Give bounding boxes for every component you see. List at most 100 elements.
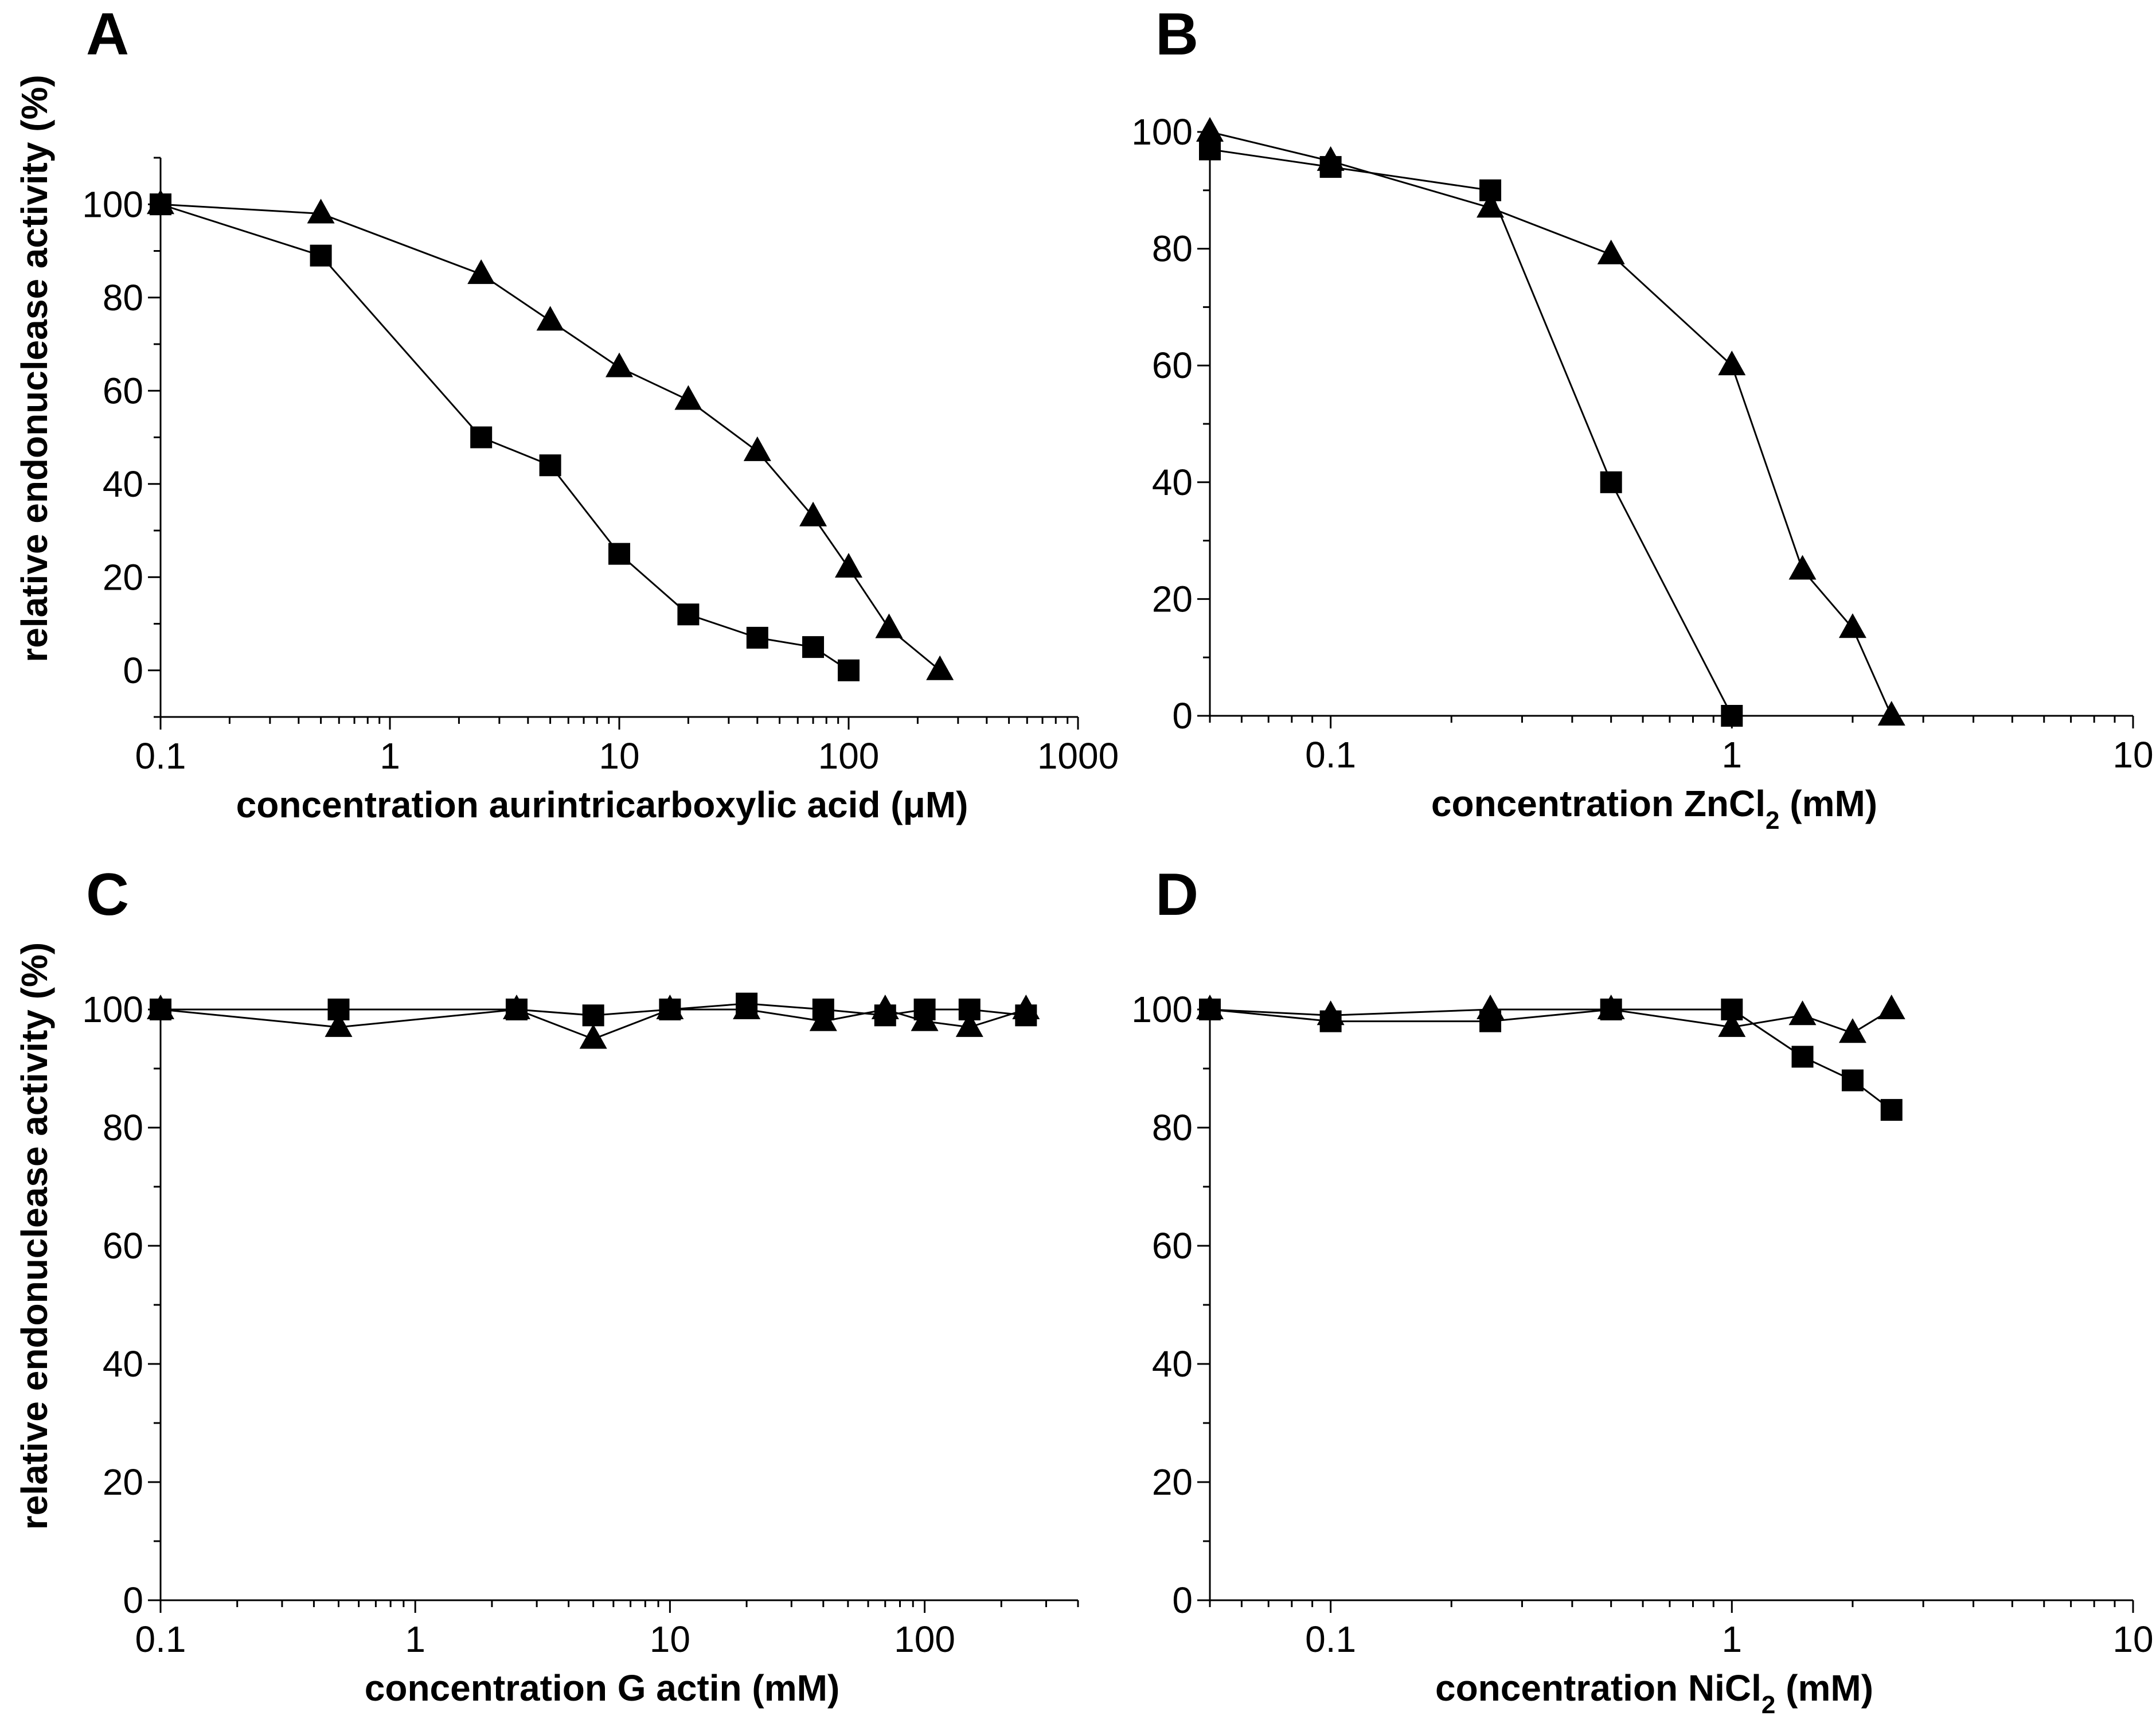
y-tick-label: 100: [82, 184, 143, 225]
triangle-marker: [871, 995, 899, 1019]
triangle-marker: [835, 553, 862, 578]
y-tick-label: 60: [1152, 1225, 1193, 1266]
square-marker: [1841, 1069, 1864, 1091]
triangle-marker: [1788, 1000, 1817, 1026]
square-marker: [1791, 1046, 1814, 1068]
x-tick-label: 1: [405, 1619, 425, 1660]
y-tick-label: 100: [1131, 989, 1193, 1030]
y-tick-label: 100: [1131, 111, 1193, 153]
triangle-marker: [1718, 1012, 1746, 1037]
triangle-marker: [1477, 193, 1505, 218]
x-tick-label: 0.1: [1305, 734, 1356, 775]
x-tick-label: 0.1: [135, 1619, 186, 1660]
triangle-marker: [955, 1012, 983, 1037]
triangle-marker: [743, 436, 771, 461]
y-axis-label: relative endonuclease activity (%): [14, 75, 55, 662]
triangle-marker: [467, 259, 495, 284]
square-marker: [1199, 138, 1221, 161]
panel-letter: B: [1155, 1, 1198, 68]
x-axis-label: concentration aurintricarboxylic acid (μ…: [236, 784, 968, 825]
x-axis-label-main: concentration NiCl: [1435, 1667, 1761, 1709]
series-line-triangles: [1209, 1008, 1892, 1034]
y-tick-label: 60: [1152, 345, 1193, 386]
triangle-marker: [536, 306, 564, 331]
y-tick-label: 20: [103, 1461, 143, 1503]
triangle-marker: [1877, 701, 1905, 726]
panel-d: D 0 20 40 60 80 100 0.1 1 10 concentration NiCl2 (…: [1131, 861, 2153, 1719]
triangle-marker: [1877, 995, 1905, 1019]
triangle-marker: [656, 995, 684, 1019]
y-tick-label: 0: [1172, 1580, 1193, 1621]
y-tick-label: 40: [1152, 462, 1193, 503]
x-tick-label: 100: [894, 1619, 955, 1660]
square-marker: [746, 626, 768, 649]
triangle-marker: [1196, 995, 1224, 1019]
panel-b: B 0 20 40 60 80 100 0.1 1 10 concentration ZnCl2 (…: [1131, 1, 2153, 835]
x-axis-label-main: concentration ZnCl: [1431, 783, 1766, 824]
panel-letter: A: [86, 1, 129, 68]
x-tick-label: 10: [2112, 734, 2153, 775]
x-tick-label: 10: [2112, 1619, 2153, 1660]
triangle-marker: [147, 189, 174, 215]
triangle-marker: [1196, 117, 1224, 142]
y-tick-label: 80: [1152, 228, 1193, 270]
x-axis-label-unit: (mM): [1779, 783, 1877, 824]
x-axis-label: concentration ZnCl2 (mM): [1431, 783, 1877, 835]
triangle-marker: [911, 1006, 939, 1031]
triangle-marker: [1012, 995, 1040, 1019]
panel-a: A 0 20 40 60 80 100 0.1 1 10 100 1000 concentration …: [14, 1, 1119, 825]
x-tick-label: 1: [380, 735, 400, 777]
series-line-triangles: [1209, 131, 1893, 716]
y-axis-label: relative endonuclease activity (%): [14, 942, 55, 1530]
x-tick-label: 10: [650, 1619, 690, 1660]
y-tick-label: 40: [103, 463, 143, 505]
triangle-marker: [875, 613, 903, 638]
panel-letter: D: [1155, 861, 1198, 928]
triangle-marker: [926, 655, 954, 680]
x-axis-label: concentration NiCl2 (mM): [1435, 1667, 1873, 1719]
square-marker: [310, 244, 332, 267]
square-marker: [608, 543, 630, 565]
triangle-marker: [1317, 1000, 1345, 1026]
panel-letter: C: [86, 861, 129, 928]
y-tick-label: 80: [103, 1107, 143, 1148]
x-axis-label: concentration G actin (mM): [365, 1667, 840, 1709]
square-marker: [1600, 471, 1622, 493]
y-tick-label: 0: [123, 1580, 143, 1621]
series-line-squares: [160, 203, 849, 672]
x-tick-label: 1: [1722, 1619, 1743, 1660]
y-tick-label: 0: [1172, 695, 1193, 736]
triangle-marker: [1597, 239, 1625, 264]
triangle-marker: [1477, 995, 1505, 1019]
y-tick-label: 80: [1152, 1107, 1193, 1148]
x-tick-label: 1: [1722, 734, 1743, 775]
triangle-marker: [502, 995, 530, 1019]
series-line-triangles: [160, 203, 941, 671]
triangle-marker: [1718, 350, 1746, 376]
square-marker: [677, 603, 700, 626]
y-tick-label: 0: [123, 650, 143, 691]
x-axis-label-unit: (mM): [1775, 1667, 1873, 1709]
triangle-marker: [325, 1012, 353, 1037]
square-marker: [470, 426, 493, 449]
y-tick-label: 40: [103, 1343, 143, 1385]
y-tick-label: 20: [1152, 578, 1193, 619]
triangle-marker: [307, 198, 335, 224]
square-marker: [582, 1004, 604, 1027]
square-marker: [838, 659, 860, 681]
triangle-marker: [147, 995, 174, 1019]
triangle-marker: [674, 385, 702, 410]
x-tick-label: 10: [599, 735, 639, 777]
triangle-marker: [1838, 613, 1866, 638]
y-tick-label: 40: [1152, 1343, 1193, 1385]
x-tick-label: 0.1: [1305, 1619, 1356, 1660]
x-axis-label-subscript: 2: [1761, 1691, 1775, 1719]
triangle-marker: [809, 1006, 837, 1031]
series-line-squares: [1209, 149, 1733, 716]
triangle-marker: [1838, 1018, 1866, 1043]
triangle-marker: [799, 501, 827, 527]
triangle-marker: [1788, 555, 1817, 580]
triangle-marker: [579, 1024, 607, 1049]
x-tick-label: 0.1: [135, 735, 186, 777]
